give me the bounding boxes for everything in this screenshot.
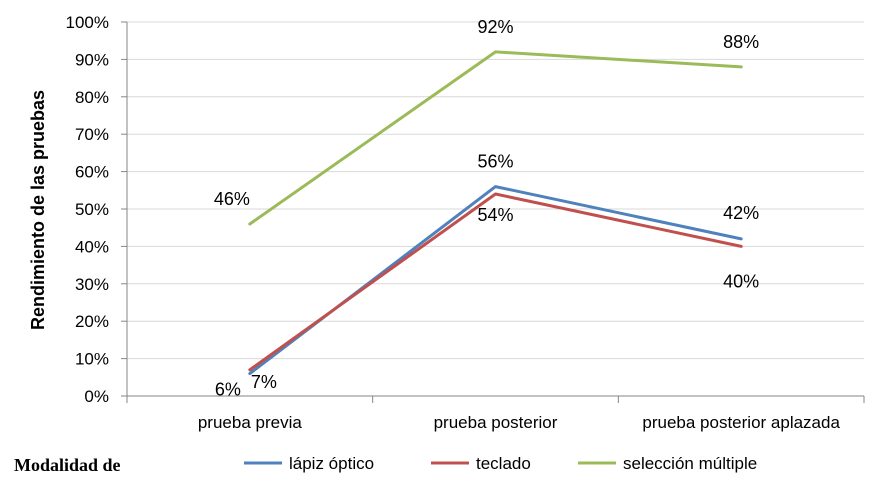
data-label: 42%	[723, 203, 759, 223]
y-tick-label: 40%	[75, 237, 109, 256]
x-category-label: prueba posterior aplazada	[642, 413, 840, 432]
y-axis-tick-labels: 0% 10% 20% 30% 40% 50% 60% 70% 80% 90% 100%	[66, 13, 109, 406]
y-tick-label: 50%	[75, 200, 109, 219]
series-line-2	[248, 50, 743, 226]
y-tick-label: 10%	[75, 350, 109, 369]
data-label: 6%	[215, 380, 241, 400]
y-tick-label: 60%	[75, 163, 109, 182]
data-label: 7%	[251, 372, 277, 392]
data-label: 46%	[214, 189, 250, 209]
y-tick-label: 70%	[75, 125, 109, 144]
legend-label: selección múltiple	[623, 454, 757, 473]
y-tick-label: 80%	[75, 88, 109, 107]
data-label: 88%	[723, 32, 759, 52]
legend: lápiz óptico teclado selección múltiple	[244, 454, 757, 473]
x-category-label: prueba posterior	[434, 413, 558, 432]
axes	[121, 21, 865, 403]
x-category-label: prueba previa	[198, 413, 303, 432]
y-tick-label: 90%	[75, 50, 109, 69]
legend-label: teclado	[476, 454, 531, 473]
data-label: 56%	[477, 152, 513, 172]
data-label: 54%	[477, 205, 513, 225]
y-tick-label: 0%	[84, 387, 109, 406]
y-axis-title: Rendimiento de las pruebas	[28, 90, 48, 330]
series-line-1	[248, 192, 743, 372]
y-tick-label: 100%	[66, 13, 109, 32]
footer-text: Modalidad de	[14, 455, 121, 475]
data-labels: 6% 56% 42% 7% 54% 40% 46% 92% 88%	[214, 17, 759, 400]
x-axis-category-labels: prueba previa prueba posterior prueba post…	[198, 413, 841, 432]
legend-label: lápiz óptico	[289, 454, 374, 473]
y-tick-label: 30%	[75, 275, 109, 294]
data-label: 92%	[477, 17, 513, 37]
gridlines	[127, 21, 864, 360]
series-lines	[248, 50, 743, 376]
data-label: 40%	[723, 271, 759, 291]
y-tick-label: 20%	[75, 312, 109, 331]
